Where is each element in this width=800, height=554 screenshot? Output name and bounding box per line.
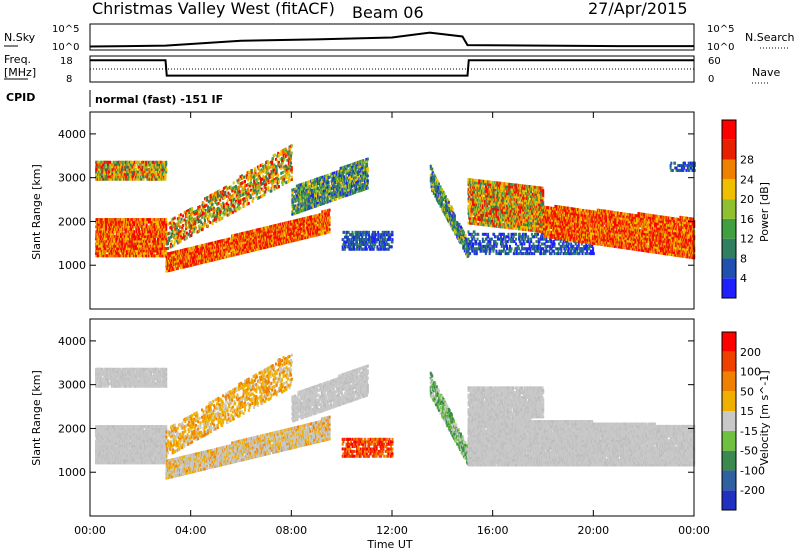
data-cell — [165, 247, 167, 250]
freq-tick-top: 18 — [60, 56, 73, 67]
beam-label: Beam 06 — [352, 3, 424, 22]
nsky-label: N.Sky — [4, 31, 36, 44]
station-title: Christmas Valley West (fitACF) — [92, 0, 335, 18]
freq-series-line — [90, 60, 694, 75]
freq-label-2: [MHz] — [4, 66, 36, 79]
nsky-series-line — [90, 33, 694, 47]
date-label: 27/Apr/2015 — [588, 0, 688, 18]
cpid-value: normal (fast) -151 IF — [95, 93, 223, 106]
cpid-label: CPID — [6, 91, 35, 104]
power-heatmap — [95, 144, 696, 272]
nsearch-label: N.Search — [745, 31, 795, 44]
data-cell — [165, 218, 167, 221]
nsky-scale-bottom: 10^0 — [52, 42, 79, 53]
nave-label: Nave — [752, 66, 780, 79]
freq-tick-bottom: 8 — [66, 74, 72, 85]
nsearch-scale-top: 10^5 — [707, 24, 734, 35]
freq-label-1: Freq. — [4, 53, 31, 66]
radar-summary-plot: Christmas Valley West (fitACF) Beam 06 2… — [0, 0, 800, 554]
nsky-scale-top: 10^5 — [52, 24, 79, 35]
nave-tick-bottom: 0 — [708, 74, 714, 85]
nave-tick-top: 60 — [708, 56, 721, 67]
nsearch-scale-bottom: 10^0 — [707, 42, 734, 53]
